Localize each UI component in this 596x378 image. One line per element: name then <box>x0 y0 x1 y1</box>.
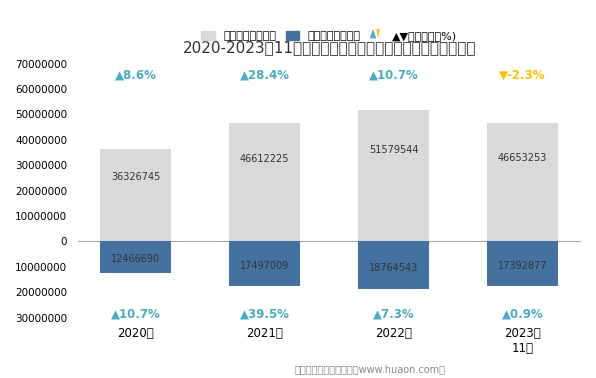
Text: ▲39.5%: ▲39.5% <box>240 307 290 321</box>
Text: 制图：华经产业研究院（www.huaon.com）: 制图：华经产业研究院（www.huaon.com） <box>294 364 445 374</box>
Bar <box>487 242 558 286</box>
Bar <box>358 110 429 242</box>
Text: ▲0.9%: ▲0.9% <box>502 307 544 321</box>
Bar <box>101 242 171 273</box>
Text: ▼-2.3%: ▼-2.3% <box>499 68 546 82</box>
Title: 2020-2023年11月浙江省商品收发货人所在地进、出口额统计: 2020-2023年11月浙江省商品收发货人所在地进、出口额统计 <box>182 40 476 56</box>
Text: 17392877: 17392877 <box>498 261 547 271</box>
Legend: 出口额（万美元）, 进口额（万美元）, ▲▼同比增长（%): 出口额（万美元）, 进口额（万美元）, ▲▼同比增长（%) <box>199 28 460 43</box>
Text: 46653253: 46653253 <box>498 153 547 163</box>
Text: 18764543: 18764543 <box>369 263 418 273</box>
Text: ▲10.7%: ▲10.7% <box>369 68 418 82</box>
Text: 36326745: 36326745 <box>111 172 160 182</box>
Text: 12466690: 12466690 <box>111 254 160 264</box>
Bar <box>358 242 429 289</box>
Text: 46612225: 46612225 <box>240 153 290 164</box>
Text: 17497009: 17497009 <box>240 261 290 271</box>
Bar <box>229 242 300 286</box>
Text: ▲7.3%: ▲7.3% <box>373 307 415 321</box>
Text: ▲8.6%: ▲8.6% <box>115 68 157 82</box>
Text: 51579544: 51579544 <box>369 145 418 155</box>
Bar <box>229 123 300 242</box>
Text: ▲10.7%: ▲10.7% <box>111 307 161 321</box>
Bar <box>101 149 171 242</box>
Bar <box>487 123 558 242</box>
Text: ▲28.4%: ▲28.4% <box>240 68 290 82</box>
